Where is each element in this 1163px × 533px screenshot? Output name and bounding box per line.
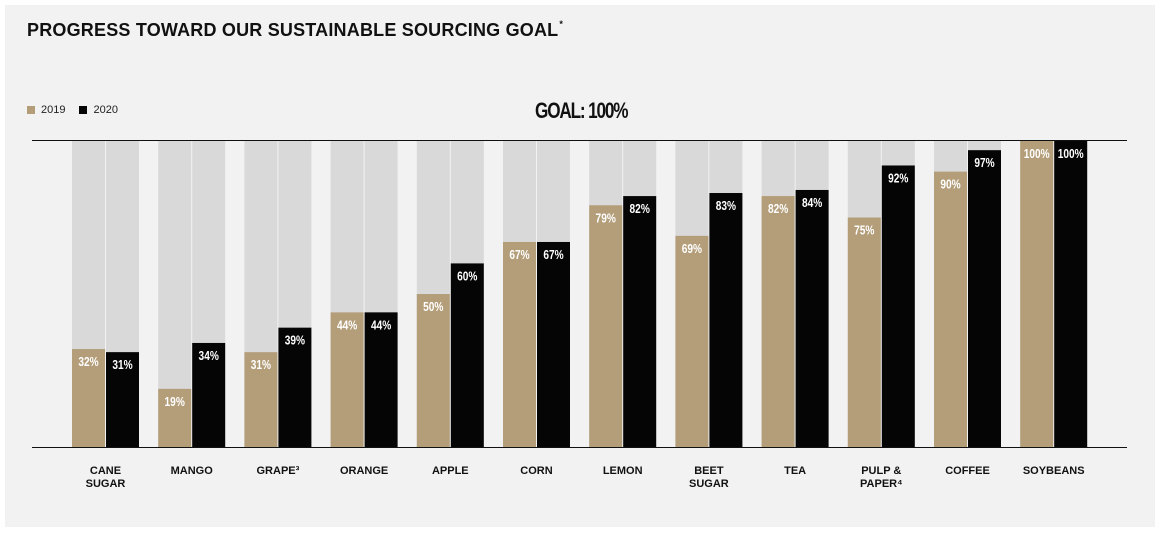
category-label: SUGAR <box>86 478 126 490</box>
data-label-2020: 100% <box>1058 147 1084 161</box>
data-label-2019: 69% <box>682 242 703 256</box>
data-label-2020: 67% <box>543 248 564 262</box>
data-label-2020: 39% <box>285 334 306 348</box>
data-label-2020: 82% <box>630 202 651 216</box>
category-label: COFFEE <box>945 465 990 477</box>
bar-2020 <box>623 196 657 447</box>
category-label: TEA <box>784 465 806 477</box>
bar-2020 <box>192 342 226 447</box>
category-label: SOYBEANS <box>1023 465 1085 477</box>
bar-2019 <box>847 217 881 447</box>
bar-2019 <box>934 171 967 447</box>
category-label: BEET <box>694 465 724 477</box>
bar-2020 <box>968 150 1001 447</box>
data-label-2020: 84% <box>802 196 823 210</box>
goal-label: GOAL: 100% <box>535 98 628 123</box>
data-label-2019: 32% <box>78 355 99 369</box>
bar-2019 <box>675 235 709 447</box>
bar-2020 <box>106 352 139 447</box>
bar-2019 <box>416 294 450 447</box>
category-label: ORANGE <box>340 465 388 477</box>
bar-2020 <box>537 241 570 447</box>
title-footnote-mark: * <box>559 19 564 29</box>
legend-label-2020: 2020 <box>93 104 118 116</box>
data-label-2020: 92% <box>888 171 909 185</box>
legend-swatch-2019 <box>27 106 35 114</box>
bar-2020 <box>795 189 829 447</box>
category-label: GRAPE³ <box>257 465 300 477</box>
data-label-2019: 82% <box>768 202 789 216</box>
data-label-2020: 44% <box>371 318 392 332</box>
bar-2020 <box>881 165 915 448</box>
bar-2019 <box>244 352 278 447</box>
bar-2019 <box>72 349 105 447</box>
data-label-2020: 83% <box>716 199 737 213</box>
bar-2019 <box>158 388 192 447</box>
data-label-2019: 19% <box>165 395 186 409</box>
data-label-2019: 44% <box>337 318 358 332</box>
data-label-2019: 100% <box>1024 147 1050 161</box>
bar-2019 <box>1020 141 1054 447</box>
category-label: CANE <box>90 465 121 477</box>
bar-2020 <box>1054 141 1088 447</box>
data-label-2019: 79% <box>596 211 617 225</box>
legend: 2019 2020 <box>27 104 132 116</box>
category-label: PAPER⁴ <box>860 478 903 490</box>
legend-swatch-2020 <box>79 106 88 114</box>
data-label-2019: 50% <box>423 300 444 314</box>
data-label-2019: 67% <box>509 248 530 262</box>
data-label-2020: 31% <box>112 358 133 372</box>
category-label: CORN <box>520 465 552 477</box>
bar-2019 <box>589 205 623 447</box>
bar-2019 <box>761 196 795 447</box>
legend-item-2019: 2019 <box>27 104 65 116</box>
data-label-2020: 60% <box>457 269 478 283</box>
category-label: MANGO <box>171 465 214 477</box>
bar-2019 <box>503 241 536 447</box>
bar-2020 <box>709 193 743 447</box>
bar-2019 <box>330 312 364 447</box>
data-label-2020: 97% <box>974 156 995 170</box>
category-label: PULP & <box>861 465 901 477</box>
legend-label-2019: 2019 <box>41 104 66 116</box>
data-label-2019: 31% <box>251 358 272 372</box>
data-label-2019: 90% <box>940 177 961 191</box>
bar-2020 <box>450 263 484 447</box>
category-label: APPLE <box>432 465 469 477</box>
bar-2020 <box>364 312 398 447</box>
data-label-2020: 34% <box>199 349 220 363</box>
legend-item-2020: 2020 <box>79 104 118 116</box>
chart-title: PROGRESS TOWARD OUR SUSTAINABLE SOURCING… <box>27 19 564 40</box>
data-label-2019: 75% <box>854 223 875 237</box>
category-label: LEMON <box>603 465 643 477</box>
bar-2020 <box>278 327 312 447</box>
category-label: SUGAR <box>689 478 729 490</box>
